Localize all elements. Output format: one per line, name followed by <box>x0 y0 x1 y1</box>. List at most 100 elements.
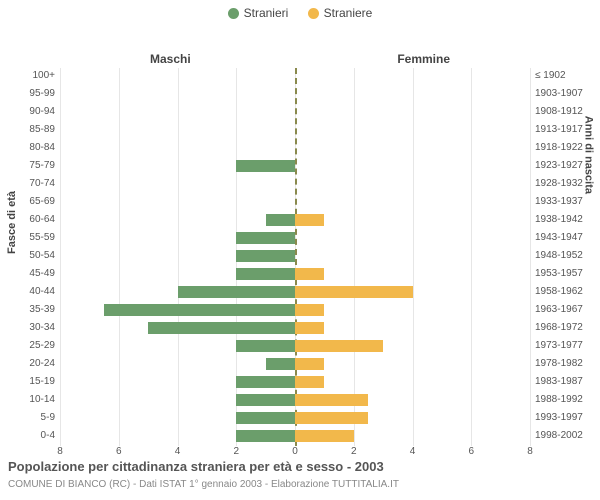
age-label: 50-54 <box>5 250 55 261</box>
birth-year-label: 1908-1912 <box>535 106 595 117</box>
age-row: 10-141988-1992 <box>60 392 530 410</box>
age-label: 80-84 <box>5 142 55 153</box>
bar-male <box>236 160 295 172</box>
birth-year-label: 1923-1927 <box>535 160 595 171</box>
age-row: 80-841918-1922 <box>60 140 530 158</box>
birth-year-label: 1973-1977 <box>535 340 595 351</box>
birth-year-label: 1943-1947 <box>535 232 595 243</box>
birth-year-label: 1933-1937 <box>535 196 595 207</box>
birth-year-label: 1993-1997 <box>535 412 595 423</box>
age-row: 85-891913-1917 <box>60 122 530 140</box>
age-row: 45-491953-1957 <box>60 266 530 284</box>
bar-female <box>295 412 368 424</box>
bar-female <box>295 358 324 370</box>
birth-year-label: 1938-1942 <box>535 214 595 225</box>
age-row: 5-91993-1997 <box>60 410 530 428</box>
birth-year-label: 1953-1957 <box>535 268 595 279</box>
age-label: 95-99 <box>5 88 55 99</box>
birth-year-label: 1928-1932 <box>535 178 595 189</box>
bar-male <box>178 286 296 298</box>
age-row: 0-41998-2002 <box>60 428 530 446</box>
x-tick: 6 <box>468 446 474 457</box>
age-row: 30-341968-1972 <box>60 320 530 338</box>
age-label: 40-44 <box>5 286 55 297</box>
bar-female <box>295 304 324 316</box>
age-label: 30-34 <box>5 322 55 333</box>
legend-label-male: Stranieri <box>244 6 289 20</box>
age-label: 15-19 <box>5 376 55 387</box>
bar-male <box>266 358 295 370</box>
age-row: 100+≤ 1902 <box>60 68 530 86</box>
birth-year-label: 1968-1972 <box>535 322 595 333</box>
birth-year-label: 1988-1992 <box>535 394 595 405</box>
age-label: 65-69 <box>5 196 55 207</box>
x-tick: 2 <box>351 446 357 457</box>
x-tick: 4 <box>175 446 181 457</box>
bar-female <box>295 268 324 280</box>
age-row: 55-591943-1947 <box>60 230 530 248</box>
bar-female <box>295 430 354 442</box>
age-label: 85-89 <box>5 124 55 135</box>
bar-male <box>236 412 295 424</box>
legend-label-female: Straniere <box>324 6 373 20</box>
age-label: 25-29 <box>5 340 55 351</box>
age-label: 20-24 <box>5 358 55 369</box>
bar-male <box>236 250 295 262</box>
age-row: 50-541948-1952 <box>60 248 530 266</box>
bar-male <box>236 268 295 280</box>
gridline <box>530 68 531 446</box>
age-row: 70-741928-1932 <box>60 176 530 194</box>
age-label: 70-74 <box>5 178 55 189</box>
age-row: 75-791923-1927 <box>60 158 530 176</box>
birth-year-label: 1963-1967 <box>535 304 595 315</box>
age-label: 75-79 <box>5 160 55 171</box>
age-label: 45-49 <box>5 268 55 279</box>
chart-title: Popolazione per cittadinanza straniera p… <box>8 459 384 474</box>
age-row: 40-441958-1962 <box>60 284 530 302</box>
bar-male <box>236 376 295 388</box>
bar-male <box>236 232 295 244</box>
age-label: 60-64 <box>5 214 55 225</box>
bar-female <box>295 394 368 406</box>
age-label: 90-94 <box>5 106 55 117</box>
age-label: 5-9 <box>5 412 55 423</box>
age-row: 20-241978-1982 <box>60 356 530 374</box>
bar-female <box>295 340 383 352</box>
age-row: 60-641938-1942 <box>60 212 530 230</box>
age-label: 10-14 <box>5 394 55 405</box>
birth-year-label: 1983-1987 <box>535 376 595 387</box>
bar-male <box>148 322 295 334</box>
chart-source: COMUNE DI BIANCO (RC) - Dati ISTAT 1° ge… <box>8 479 399 490</box>
legend-swatch-male <box>228 8 239 19</box>
birth-year-label: 1918-1922 <box>535 142 595 153</box>
age-row: 95-991903-1907 <box>60 86 530 104</box>
birth-year-label: ≤ 1902 <box>535 70 595 81</box>
x-tick: 8 <box>57 446 63 457</box>
birth-year-label: 1998-2002 <box>535 430 595 441</box>
legend-swatch-female <box>308 8 319 19</box>
x-tick: 4 <box>410 446 416 457</box>
header-female: Femmine <box>397 52 450 66</box>
age-row: 15-191983-1987 <box>60 374 530 392</box>
age-row: 25-291973-1977 <box>60 338 530 356</box>
bar-male <box>266 214 295 226</box>
x-tick: 8 <box>527 446 533 457</box>
age-label: 55-59 <box>5 232 55 243</box>
age-label: 0-4 <box>5 430 55 441</box>
bar-male <box>236 340 295 352</box>
age-row: 65-691933-1937 <box>60 194 530 212</box>
birth-year-label: 1948-1952 <box>535 250 595 261</box>
header-male: Maschi <box>150 52 191 66</box>
bar-female <box>295 376 324 388</box>
legend-item-male: Stranieri <box>228 6 289 20</box>
bar-male <box>236 430 295 442</box>
x-tick: 0 <box>292 446 298 457</box>
birth-year-label: 1978-1982 <box>535 358 595 369</box>
plot: 100+≤ 190295-991903-190790-941908-191285… <box>60 68 530 446</box>
bar-female <box>295 322 324 334</box>
age-row: 35-391963-1967 <box>60 302 530 320</box>
bar-female <box>295 214 324 226</box>
bar-male <box>104 304 295 316</box>
birth-year-label: 1903-1907 <box>535 88 595 99</box>
birth-year-label: 1958-1962 <box>535 286 595 297</box>
